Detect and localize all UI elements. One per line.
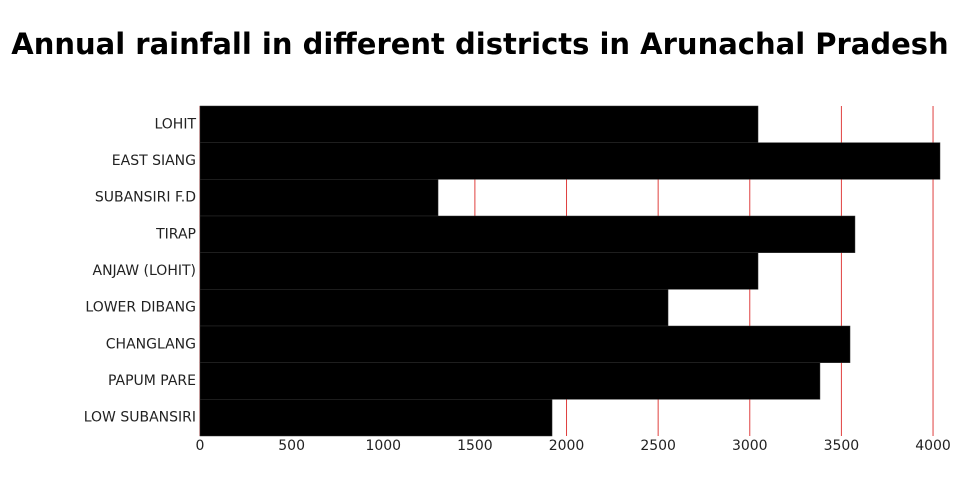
bar [199, 142, 941, 180]
x-tick-label: 2000 [549, 438, 585, 454]
y-tick-label: TIRAP [155, 226, 196, 242]
bar [199, 179, 439, 217]
y-tick-label: LOWER DIBANG [85, 300, 196, 316]
chart-title: Annual rainfall in different districts i… [11, 27, 948, 61]
y-tick-label: PAPUM PARE [108, 373, 196, 389]
bar [199, 105, 759, 143]
bar [199, 215, 856, 253]
bar [199, 325, 851, 363]
x-tick-label: 3000 [732, 438, 768, 454]
x-tick-label: 1000 [365, 438, 401, 454]
bar [199, 289, 669, 327]
y-tick-label: ANJAW (LOHIT) [93, 263, 197, 279]
x-tick-label: 1500 [457, 438, 493, 454]
y-tick-label: CHANGLANG [106, 336, 196, 352]
labels: 0 500 1000 1500 2000 2500 3000 3500 4000 LOHIT EAS… [84, 116, 951, 454]
x-tick-label: 500 [278, 438, 305, 454]
x-tick-label: 3500 [824, 438, 860, 454]
bar [199, 252, 759, 290]
x-tick-label: 2500 [640, 438, 676, 454]
y-tick-label: EAST SIANG [112, 153, 196, 169]
y-tick-label: LOW SUBANSIRI [84, 410, 196, 426]
x-tick-label: 4000 [915, 438, 951, 454]
x-tick-label: 0 [196, 438, 205, 454]
bar [199, 399, 553, 437]
y-tick-label: SUBANSIRI F.D [95, 190, 196, 206]
y-tick-label: LOHIT [154, 116, 196, 132]
bars [199, 105, 941, 437]
bar [199, 362, 821, 400]
